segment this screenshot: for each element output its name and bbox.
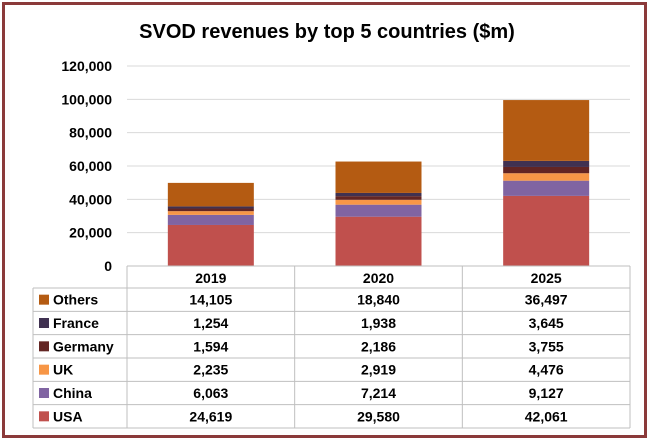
data-label: 24,619 — [189, 408, 232, 424]
data-label: 36,497 — [525, 292, 568, 308]
bar-segment-others-2020 — [335, 161, 422, 193]
data-label: 1,594 — [193, 338, 228, 354]
data-label: 6,063 — [193, 385, 228, 401]
chart-title: SVOD revenues by top 5 countries ($m) — [139, 21, 515, 43]
y-tick-label: 40,000 — [69, 191, 112, 207]
data-label: 3,755 — [529, 338, 564, 354]
bar-segment-germany-2025 — [503, 166, 590, 174]
data-label: 4,476 — [529, 362, 564, 378]
y-tick-label: 0 — [104, 258, 112, 274]
bar-segment-usa-2019 — [167, 224, 254, 266]
data-label: 2,235 — [193, 362, 228, 378]
legend-label-france: France — [53, 315, 99, 331]
bar-segment-uk-2025 — [503, 173, 590, 181]
bar-segment-others-2025 — [503, 100, 590, 161]
legend-label-others: Others — [53, 292, 98, 308]
y-tick-label: 20,000 — [69, 225, 112, 241]
legend-key-others — [39, 294, 49, 305]
category-label: 2025 — [531, 270, 562, 286]
bar-segment-germany-2020 — [335, 196, 422, 200]
data-label: 1,938 — [361, 315, 396, 331]
data-label: 1,254 — [193, 315, 228, 331]
bar-segment-france-2020 — [335, 192, 422, 197]
y-tick-label: 80,000 — [69, 125, 112, 141]
data-label: 18,840 — [357, 292, 400, 308]
bar-segment-others-2019 — [167, 182, 254, 207]
bar-segment-china-2025 — [503, 180, 590, 196]
bar-segment-usa-2025 — [503, 195, 590, 266]
y-tick-label: 120,000 — [61, 58, 112, 74]
legend-key-china — [39, 388, 49, 398]
category-label: 2020 — [363, 270, 394, 286]
bar-segment-france-2025 — [503, 160, 590, 167]
bar-segment-uk-2020 — [335, 199, 422, 205]
legend-key-usa — [39, 411, 49, 422]
data-label: 29,580 — [357, 408, 400, 424]
y-axis-ticks: 0 20,000 40,000 60,000 80,000 100,000 120,000 — [61, 58, 112, 274]
data-label: 3,645 — [529, 315, 564, 331]
legend-key-france — [39, 318, 49, 328]
bar-segment-france-2019 — [167, 206, 254, 209]
data-label: 42,061 — [525, 408, 568, 424]
legend-label-usa: USA — [53, 408, 83, 424]
bar-segment-china-2019 — [167, 214, 254, 225]
data-label: 2,186 — [361, 338, 396, 354]
data-label: 14,105 — [189, 292, 232, 308]
data-table: 2019 2020 2025 Others 14,105 18,840 36,497 Fran… — [32, 265, 631, 429]
bar-segment-china-2020 — [335, 204, 422, 217]
category-label: 2019 — [195, 270, 226, 286]
data-label: 2,919 — [361, 362, 396, 378]
legend-label-germany: Germany — [53, 338, 114, 354]
bar-segment-germany-2019 — [167, 208, 254, 212]
bars — [167, 100, 590, 266]
data-label: 9,127 — [529, 385, 564, 401]
legend-key-germany — [39, 341, 49, 352]
legend-label-china: China — [53, 385, 92, 401]
y-tick-label: 60,000 — [69, 158, 112, 174]
legend-label-uk: UK — [53, 362, 73, 378]
bar-segment-usa-2020 — [335, 216, 422, 266]
data-label: 7,214 — [361, 385, 396, 401]
legend-key-uk — [39, 364, 49, 375]
y-tick-label: 100,000 — [61, 91, 112, 107]
bar-segment-uk-2019 — [167, 211, 254, 215]
